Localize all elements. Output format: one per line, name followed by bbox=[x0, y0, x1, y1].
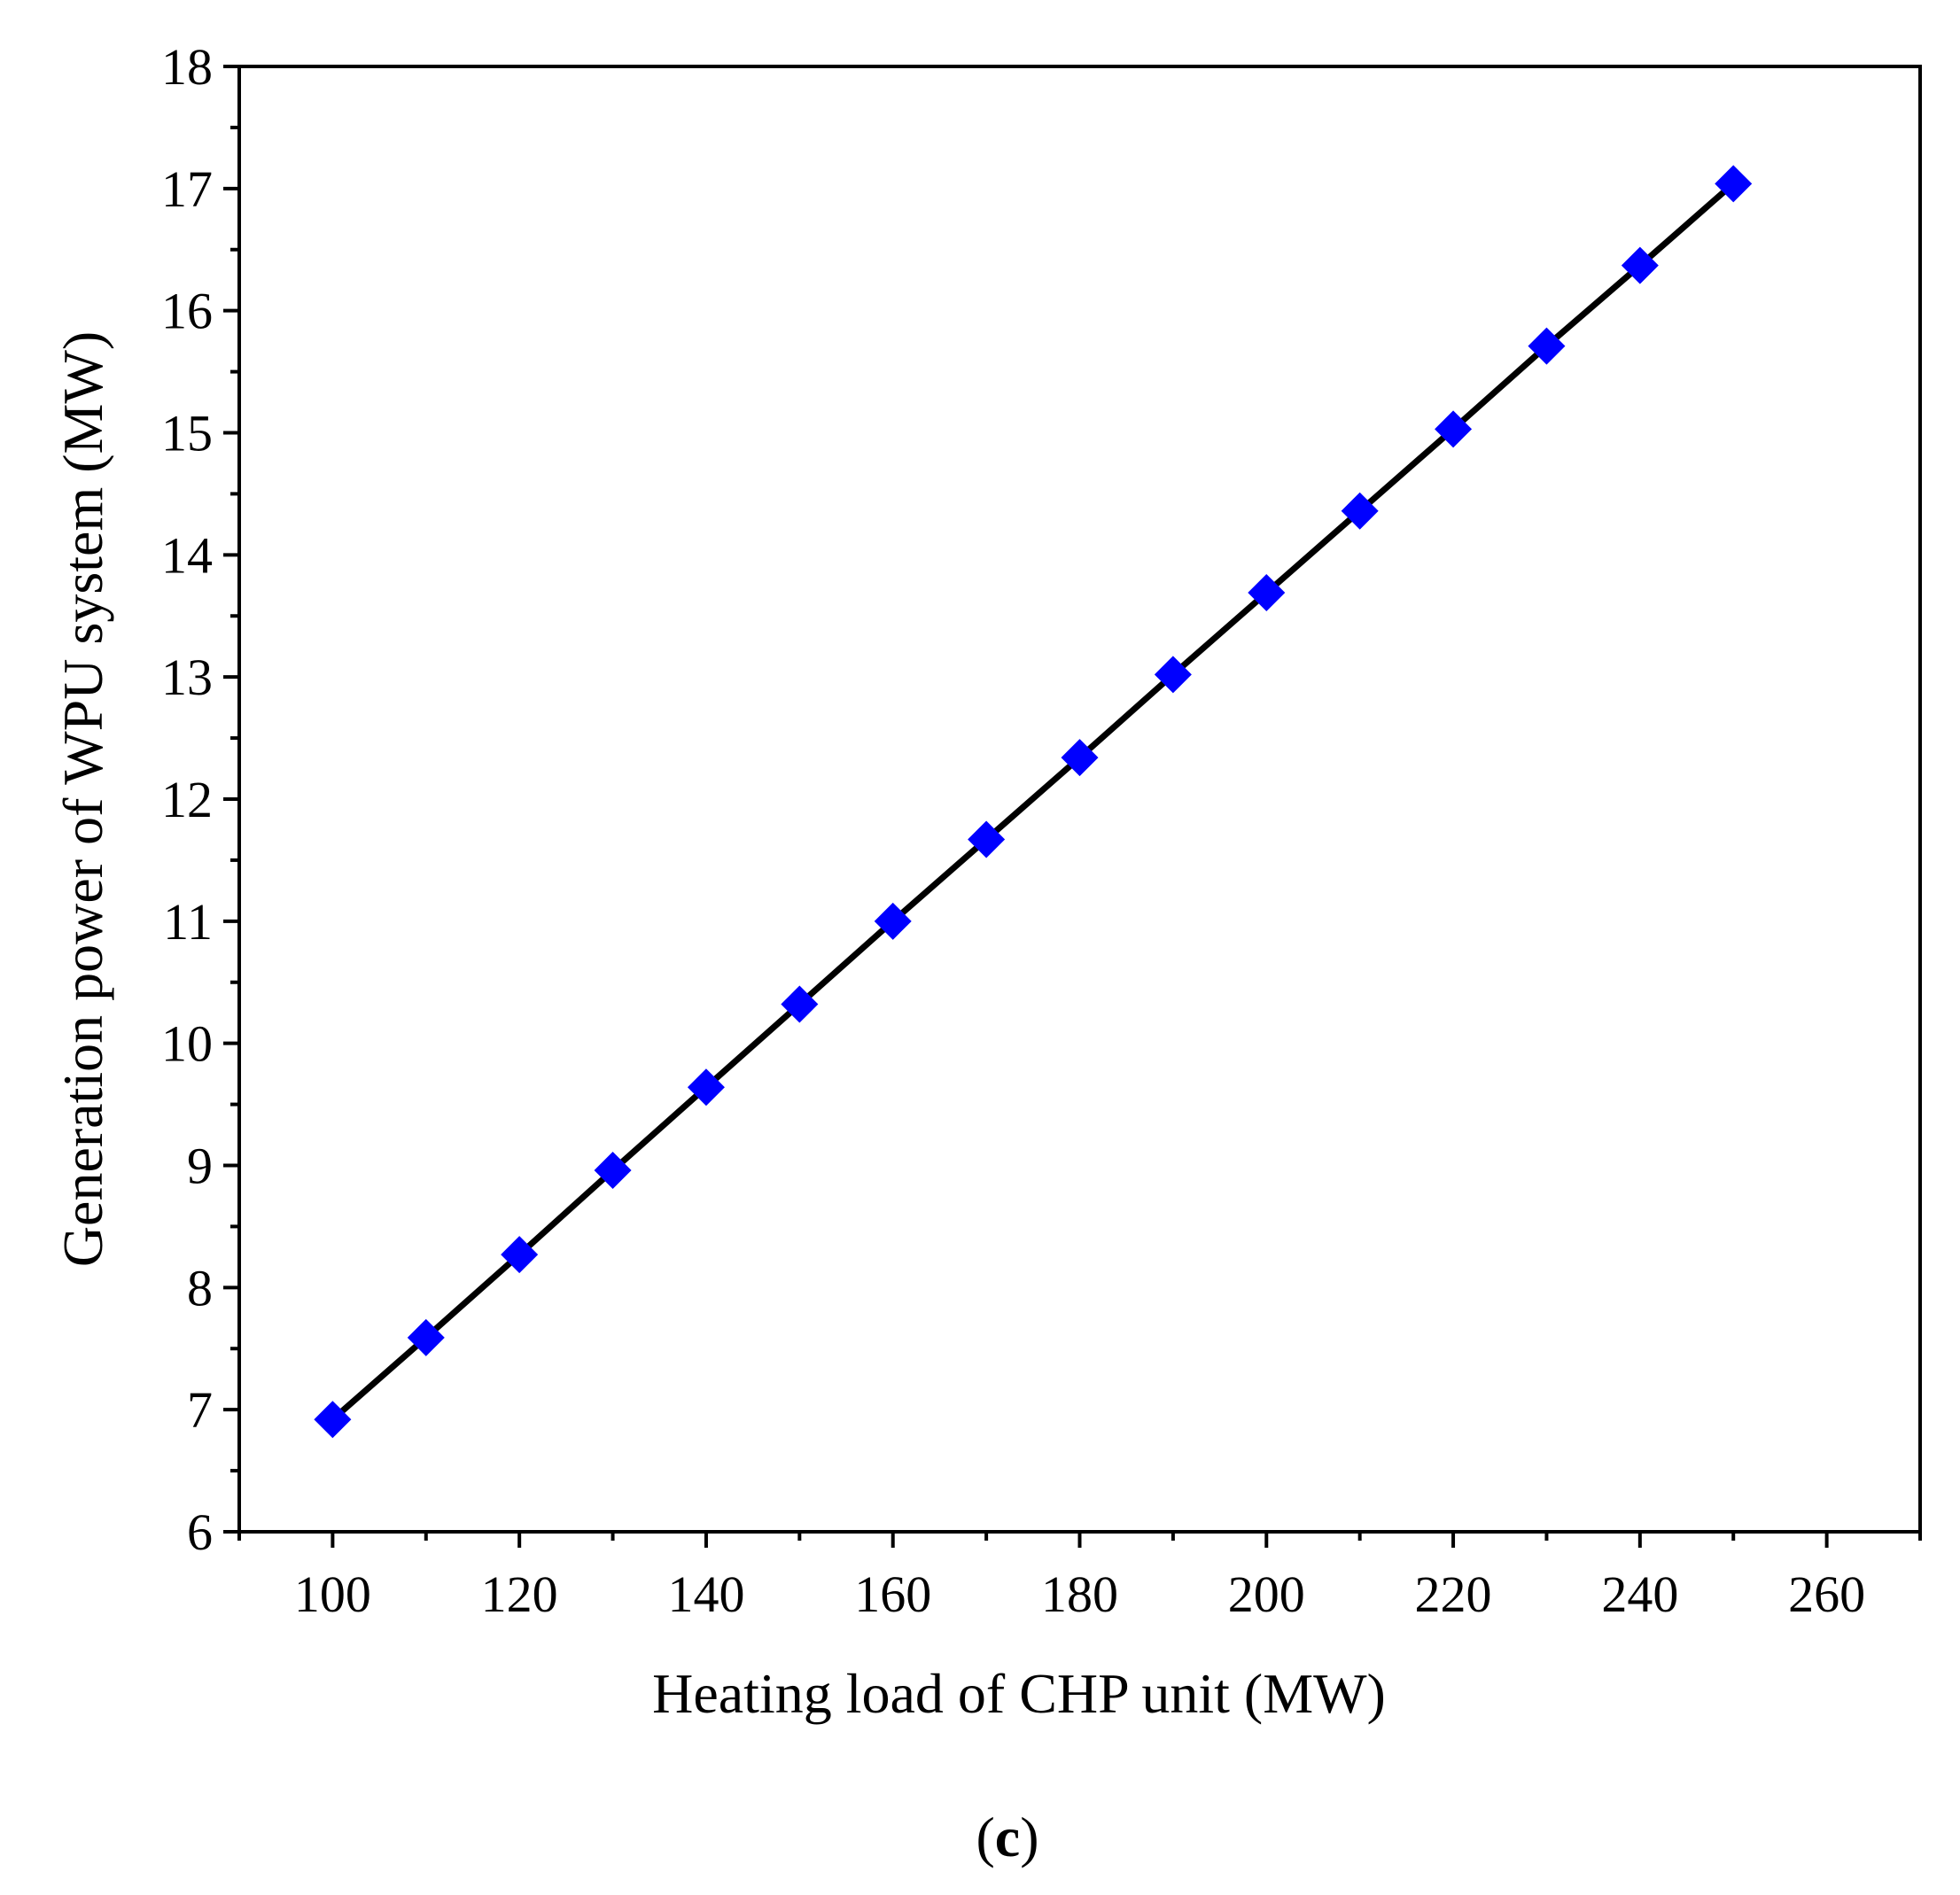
x-axis-tick-labels: 100 120 140 160 180 200 220 240 260 bbox=[294, 1565, 1865, 1623]
data-point-marker bbox=[687, 1068, 725, 1107]
y-tick-label: 9 bbox=[187, 1138, 213, 1195]
x-axis-title: Heating load of CHP unit (MW) bbox=[652, 1662, 1386, 1725]
y-tick-label: 8 bbox=[187, 1259, 213, 1316]
x-tick-label: 120 bbox=[481, 1565, 558, 1623]
data-point-marker bbox=[874, 902, 912, 940]
y-axis-ticks bbox=[223, 65, 239, 1534]
x-tick-label: 140 bbox=[667, 1565, 744, 1623]
y-tick-label: 13 bbox=[161, 648, 213, 706]
data-point-marker bbox=[407, 1318, 445, 1356]
data-point-marker bbox=[968, 820, 1006, 858]
y-tick-label: 7 bbox=[187, 1381, 213, 1439]
data-point-marker bbox=[1061, 739, 1099, 777]
data-point-marker bbox=[1621, 246, 1659, 284]
data-point-marker bbox=[1248, 574, 1286, 612]
plot-frame bbox=[237, 65, 1922, 1534]
x-tick-label: 160 bbox=[854, 1565, 931, 1623]
y-tick-label: 11 bbox=[163, 893, 213, 951]
data-point-marker bbox=[1715, 165, 1753, 203]
data-point-marker bbox=[501, 1236, 539, 1274]
y-axis-tick-labels: 6 7 8 9 10 11 12 13 14 15 16 17 18 bbox=[161, 38, 213, 1561]
x-axis-ticks bbox=[237, 1532, 1922, 1548]
y-axis-title: Generation power of WPU system (MW) bbox=[51, 331, 114, 1267]
data-point-marker bbox=[1341, 492, 1379, 530]
x-tick-label: 260 bbox=[1788, 1565, 1865, 1623]
panel-label: (c) bbox=[976, 1806, 1038, 1868]
y-tick-label: 16 bbox=[161, 283, 213, 340]
y-tick-label: 6 bbox=[187, 1503, 213, 1561]
data-point-marker bbox=[781, 985, 819, 1023]
data-series bbox=[314, 165, 1753, 1439]
y-tick-label: 15 bbox=[161, 405, 213, 462]
y-tick-label: 14 bbox=[161, 526, 213, 584]
y-tick-label: 12 bbox=[161, 771, 213, 828]
y-tick-label: 18 bbox=[161, 38, 213, 96]
x-tick-label: 200 bbox=[1228, 1565, 1305, 1623]
x-tick-label: 180 bbox=[1041, 1565, 1118, 1623]
x-tick-label: 240 bbox=[1601, 1565, 1678, 1623]
data-point-marker bbox=[1528, 327, 1566, 365]
y-tick-label: 10 bbox=[161, 1015, 213, 1073]
data-point-marker bbox=[314, 1401, 352, 1439]
series-line bbox=[331, 181, 1736, 1422]
x-tick-label: 100 bbox=[294, 1565, 371, 1623]
data-point-marker bbox=[1435, 410, 1473, 448]
x-tick-label: 220 bbox=[1415, 1565, 1492, 1623]
data-point-marker bbox=[1154, 656, 1192, 694]
data-point-marker bbox=[594, 1152, 632, 1190]
y-tick-label: 17 bbox=[161, 160, 213, 218]
